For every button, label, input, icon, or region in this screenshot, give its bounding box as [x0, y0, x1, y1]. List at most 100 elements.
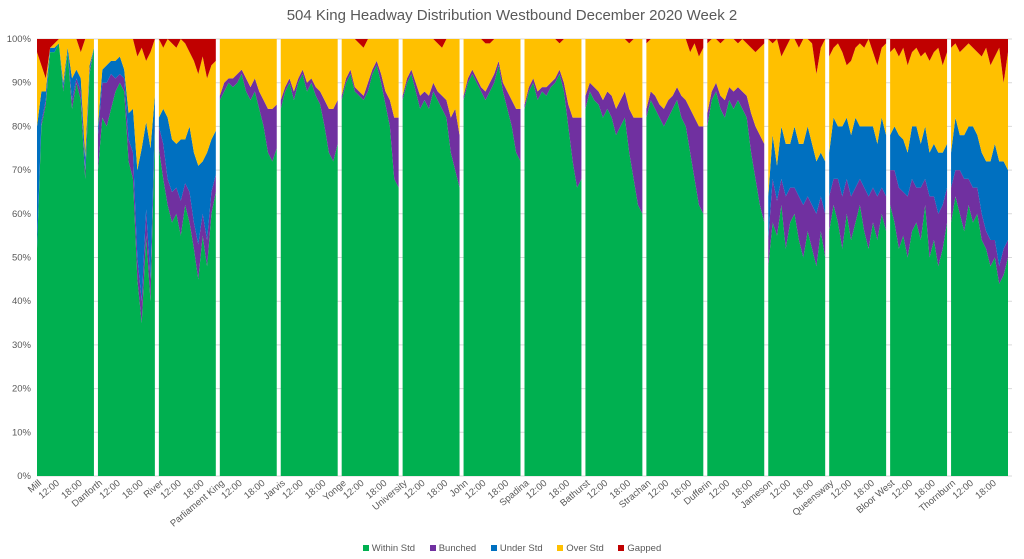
area-within-std [707, 91, 765, 476]
stop-group-bathurst [585, 39, 643, 476]
area-series [37, 39, 1008, 477]
area-within-std [768, 205, 826, 476]
chart-title: 504 King Headway Distribution Westbound … [286, 7, 738, 24]
area-under-std [951, 117, 1008, 267]
y-tick-label: 100% [7, 34, 32, 45]
stop-group-danforth [97, 39, 155, 476]
legend-label: Gapped [627, 543, 662, 554]
stop-group-river [158, 39, 216, 476]
area-within-std [524, 73, 582, 477]
area-within-std [37, 43, 94, 477]
area-over-std [158, 39, 216, 166]
stop-group-mill [37, 39, 94, 477]
area-gapped [37, 39, 94, 79]
area-gapped [646, 39, 704, 57]
area-bunched [829, 178, 887, 249]
x-time-label: 12:00 [402, 478, 427, 502]
stop-group-strachan [646, 39, 704, 477]
x-time-label: 12:00 [280, 478, 305, 502]
area-within-std [158, 148, 216, 476]
area-bunched [890, 170, 948, 267]
legend-item-bunched: Bunched [429, 543, 476, 554]
x-time-label: 12:00 [158, 478, 183, 502]
area-within-std [585, 91, 643, 476]
x-time-label: 18:00 [242, 478, 267, 502]
legend-label: Within Std [371, 543, 416, 554]
area-gapped [463, 39, 521, 44]
stop-group-university [402, 39, 460, 477]
area-bunched [97, 73, 155, 324]
area-gapped [585, 39, 643, 44]
stop-group-bloor-west [890, 39, 948, 476]
x-time-label: 12:00 [829, 478, 854, 502]
stop-group-parliament-king [219, 39, 277, 477]
area-bunched [402, 69, 460, 188]
y-tick-label: 80% [12, 121, 32, 132]
area-within-std [951, 196, 1008, 476]
area-over-std [341, 39, 399, 118]
area-within-std [646, 100, 704, 477]
area-bunched [280, 69, 338, 162]
x-time-label: 12:00 [341, 478, 366, 502]
x-time-label: 12:00 [890, 478, 915, 502]
area-over-std [585, 39, 643, 118]
area-bunched [158, 126, 216, 280]
area-bunched [341, 60, 399, 188]
area-under-std [768, 126, 826, 241]
x-time-label: 12:00 [768, 478, 793, 502]
x-time-label: 18:00 [973, 478, 998, 502]
area-within-std [463, 65, 521, 476]
area-over-std [646, 39, 704, 127]
area-within-std [280, 73, 338, 477]
area-over-std [890, 47, 948, 153]
stop-group-jameson [768, 39, 826, 476]
area-over-std [524, 39, 582, 118]
y-tick-label: 10% [12, 427, 32, 438]
y-tick-label: 90% [12, 78, 32, 89]
area-within-std [97, 82, 155, 476]
legend-item-over-std: Over Std [557, 543, 604, 554]
x-time-label: 18:00 [120, 478, 145, 502]
legend-swatch [618, 545, 625, 551]
y-axis-ticks: 0% 10% 20% 30% 40% 50% 60% 70% 80% 90% 100% [7, 34, 32, 482]
area-gapped [768, 39, 826, 74]
legend-swatch [362, 545, 369, 551]
x-axis-ticks: Mill12:0018:00Danforth12:0018:00River12:… [26, 477, 999, 529]
area-under-std [158, 108, 216, 245]
stop-group-queensway [829, 39, 887, 476]
area-over-std [951, 43, 1008, 171]
x-time-label: 12:00 [951, 478, 976, 502]
legend: Within Std Bunched Under Std Over Std Ga… [0, 543, 1024, 554]
stop-group-john [463, 39, 521, 476]
area-over-std [280, 39, 338, 109]
x-time-label: 12:00 [219, 478, 244, 502]
area-under-std [829, 117, 887, 197]
area-over-std [219, 39, 277, 109]
area-within-std [341, 65, 399, 476]
stop-group-yonge [341, 39, 399, 476]
area-bunched [585, 82, 643, 214]
stop-group-spadina [524, 39, 582, 477]
y-tick-label: 40% [12, 296, 32, 307]
y-tick-label: 0% [17, 471, 31, 482]
area-gapped [158, 39, 216, 79]
x-time-label: 12:00 [646, 478, 671, 502]
area-within-std [829, 205, 887, 476]
area-bunched [463, 60, 521, 162]
area-bunched [219, 69, 277, 162]
y-tick-label: 50% [12, 253, 32, 264]
stop-group-thornburn [951, 39, 1008, 476]
area-over-std [768, 39, 826, 197]
x-time-label: 12:00 [37, 478, 62, 502]
x-time-label: 12:00 [707, 478, 732, 502]
area-bunched [37, 43, 94, 249]
area-within-std [890, 205, 948, 476]
area-within-std [219, 73, 277, 477]
area-bunched [646, 87, 704, 214]
y-tick-label: 60% [12, 209, 32, 220]
area-gapped [951, 39, 1008, 83]
area-over-std [707, 39, 765, 144]
area-within-std [402, 73, 460, 477]
legend-item-gapped: Gapped [618, 543, 661, 554]
